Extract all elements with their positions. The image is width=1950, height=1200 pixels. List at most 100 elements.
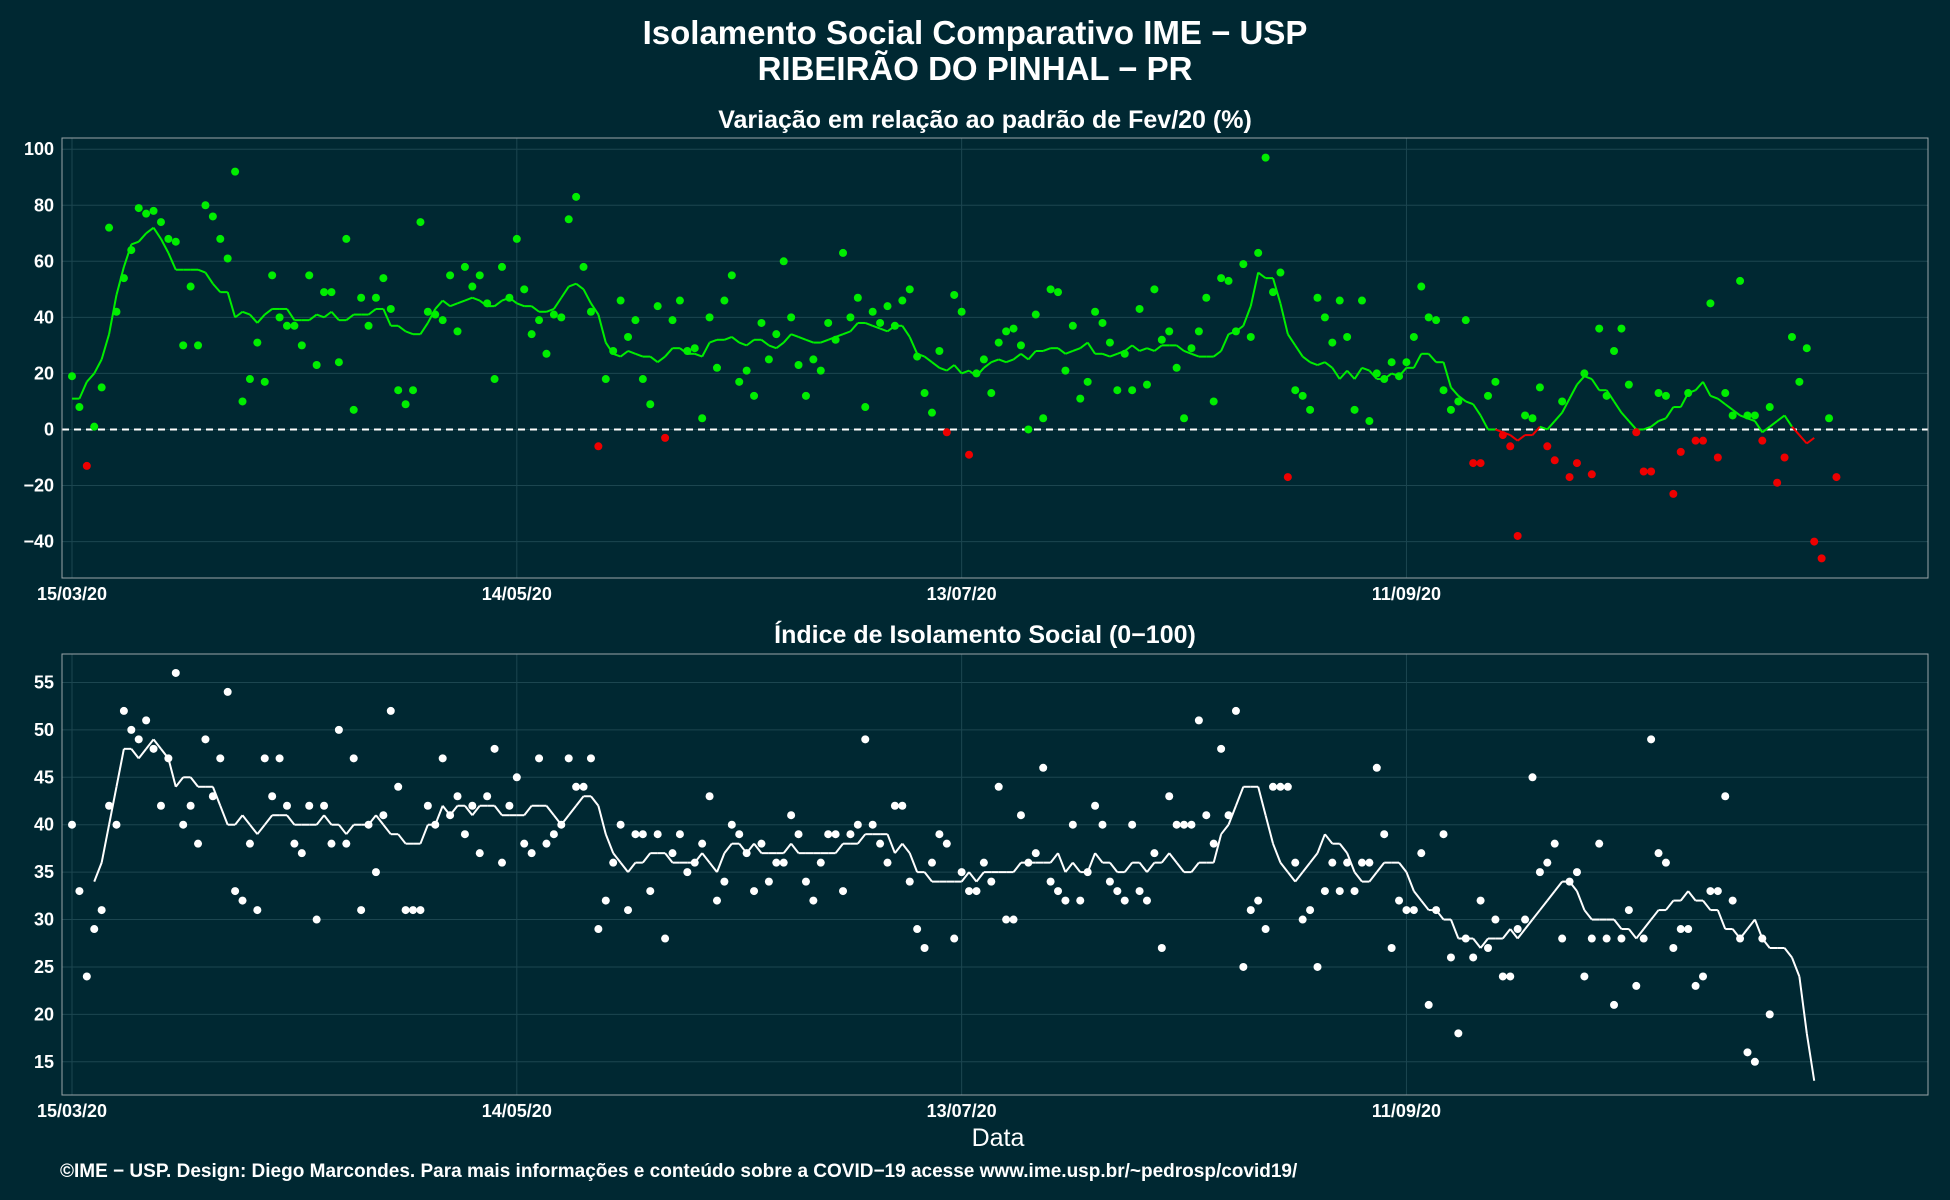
moving-average-segment <box>1257 271 1267 279</box>
y-tick-label: 55 <box>34 672 54 692</box>
data-point <box>90 422 99 431</box>
data-point <box>1076 394 1085 403</box>
data-point <box>1002 915 1011 924</box>
x-tick-label: 13/07/20 <box>927 1101 997 1121</box>
moving-average-segment <box>308 313 318 321</box>
data-point <box>839 248 848 257</box>
moving-average-segment <box>1146 347 1155 352</box>
moving-average-segment <box>590 302 600 316</box>
data-point <box>757 839 766 848</box>
moving-average-segment <box>939 366 948 372</box>
data-point <box>171 668 180 677</box>
data-point <box>320 288 329 297</box>
data-point <box>1313 293 1322 302</box>
data-point <box>401 400 410 409</box>
data-point <box>1750 1057 1759 1066</box>
data-point <box>1328 338 1337 347</box>
data-point <box>1365 858 1374 867</box>
moving-average-segment <box>93 862 103 882</box>
moving-average-segment <box>167 252 177 271</box>
data-point <box>1224 811 1233 820</box>
moving-average-segment <box>523 805 533 816</box>
data-point <box>75 403 84 412</box>
data-point <box>164 754 173 763</box>
data-point <box>1217 744 1226 753</box>
moving-average-segment <box>226 291 237 318</box>
moving-average-segment <box>1065 350 1074 355</box>
data-point <box>549 830 558 839</box>
moving-average-segment <box>130 748 140 759</box>
moving-average-segment <box>872 324 881 330</box>
data-point <box>1343 858 1352 867</box>
data-point <box>616 820 625 829</box>
data-point <box>134 735 143 744</box>
moving-average-segment <box>1109 862 1119 873</box>
data-point <box>1150 285 1159 294</box>
data-point <box>512 234 521 243</box>
moving-average-segment <box>338 824 348 835</box>
moving-average-segment <box>1279 303 1289 335</box>
data-point <box>201 735 210 744</box>
data-point <box>1691 981 1700 990</box>
data-point <box>1298 391 1307 400</box>
data-point <box>1239 260 1248 269</box>
data-point <box>483 792 492 801</box>
data-point <box>112 307 121 316</box>
moving-average-segment <box>1783 414 1793 428</box>
data-point <box>194 839 203 848</box>
data-point <box>171 237 180 246</box>
data-point <box>1446 405 1455 414</box>
data-point <box>965 887 974 896</box>
moving-average-segment <box>1079 341 1089 349</box>
data-point <box>927 408 936 417</box>
data-point <box>638 375 647 384</box>
data-point <box>594 925 603 934</box>
data-point <box>1306 405 1315 414</box>
moving-average-segment <box>960 871 970 883</box>
moving-average-segment <box>531 305 540 313</box>
data-point <box>253 906 262 915</box>
data-point <box>1484 944 1493 952</box>
data-point <box>1261 925 1270 934</box>
data-point <box>861 403 870 412</box>
moving-average-segment <box>1568 384 1578 400</box>
moving-average-segment <box>1049 852 1059 864</box>
data-point <box>1461 316 1470 325</box>
data-point <box>1595 324 1604 333</box>
data-point <box>913 925 922 934</box>
data-point <box>957 307 966 316</box>
moving-average-segment <box>375 814 385 826</box>
moving-average-segment <box>249 313 259 324</box>
moving-average-segment <box>768 344 777 350</box>
data-point <box>282 321 291 330</box>
data-point <box>972 887 981 896</box>
data-point <box>609 858 618 867</box>
data-point <box>535 316 544 325</box>
moving-average-segment <box>160 238 170 254</box>
moving-average-segment <box>1309 852 1319 864</box>
moving-average-segment <box>1027 350 1037 361</box>
data-point <box>1624 380 1633 389</box>
moving-average-segment <box>1509 928 1519 940</box>
data-point <box>1669 944 1678 952</box>
data-point <box>601 896 610 905</box>
data-point <box>1454 1029 1463 1038</box>
moving-average-segment <box>664 347 674 358</box>
data-point <box>1647 467 1656 476</box>
moving-average-segment <box>753 843 763 854</box>
data-point <box>1083 377 1092 386</box>
data-point <box>1484 391 1493 400</box>
y-tick-label: 30 <box>34 910 54 930</box>
data-point <box>1498 972 1507 981</box>
data-point <box>1209 397 1218 406</box>
moving-average-segment <box>1146 862 1156 873</box>
data-point <box>1498 431 1507 440</box>
moving-average-segment <box>516 302 525 308</box>
data-point <box>890 801 899 810</box>
moving-average-segment <box>1012 352 1022 361</box>
data-point <box>876 318 885 327</box>
data-point <box>772 858 781 867</box>
moving-average-segment <box>731 336 740 344</box>
data-point <box>935 830 944 839</box>
moving-average-segment <box>419 322 429 335</box>
